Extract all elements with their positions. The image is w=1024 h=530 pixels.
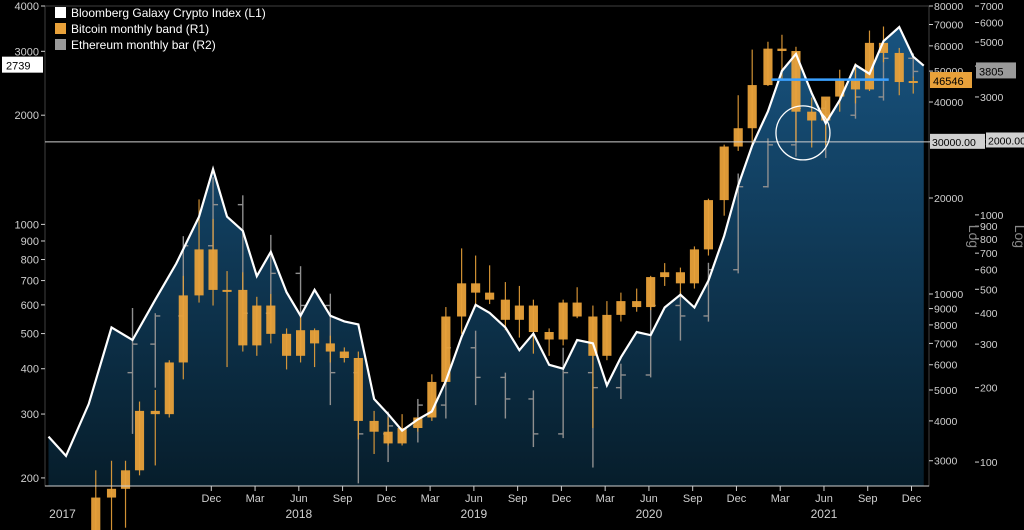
chart-svg: 200 300 400 500 600 700 800 900 1000 2000 3000 4000… <box>0 0 1024 530</box>
y-left-tick: 400 <box>21 364 39 376</box>
y-right-tick: 7000 <box>934 338 958 350</box>
y-right-tick: 300 <box>980 339 998 351</box>
y-right-tick: 6000 <box>934 360 958 372</box>
x-minor-label: Sep <box>333 493 353 505</box>
y-right-tick: 40000 <box>934 97 963 109</box>
x-minor-label: Jun <box>640 493 658 505</box>
x-minor-label: Mar <box>246 493 265 505</box>
hline-r1-label: 30000.00 <box>932 137 976 149</box>
legend-label: Bitcoin monthly band (R1) <box>71 22 209 36</box>
y-right-tick: 1000 <box>980 210 1004 222</box>
hline-r2-label: 2000.00 <box>988 135 1024 147</box>
x-major-label: 2017 <box>49 507 76 521</box>
crypto-chart: 200 300 400 500 600 700 800 900 1000 2000 3000 4000… <box>0 0 1024 530</box>
y-left-tick: 500 <box>21 329 39 341</box>
x-minor-label: Jun <box>465 493 483 505</box>
y-right-tick: 200 <box>980 383 998 395</box>
y-right-tick: 400 <box>980 308 998 320</box>
x-major-label: 2020 <box>636 507 663 521</box>
x-major-label: 2019 <box>461 507 488 521</box>
y-right-tick: 5000 <box>934 385 958 397</box>
x-minor-label: Dec <box>377 493 397 505</box>
y-left-tick: 900 <box>21 236 39 248</box>
legend-label: Ethereum monthly bar (R2) <box>71 38 216 52</box>
y-right-tick: 500 <box>980 284 998 296</box>
y-right-tick: 80000 <box>934 1 963 13</box>
x-minor-label: Mar <box>771 493 790 505</box>
x-minor-label: Dec <box>902 493 922 505</box>
x-minor-label: Dec <box>202 493 222 505</box>
y-right-tick: 10000 <box>934 289 963 301</box>
y-left-tick: 800 <box>21 255 39 267</box>
x-minor-label: Jun <box>290 493 308 505</box>
y-left-tick: 4000 <box>15 1 39 13</box>
y-right-tick: 6000 <box>980 18 1004 30</box>
y-left-tick: 700 <box>21 276 39 288</box>
r2-callout-label: 3805 <box>979 66 1003 78</box>
x-major-label: 2018 <box>285 507 312 521</box>
legend-label: Bloomberg Galaxy Crypto Index (L1) <box>71 6 266 20</box>
y-right-tick: 20000 <box>934 193 963 205</box>
y-right-tick: 70000 <box>934 19 963 31</box>
x-minor-label: Sep <box>508 493 528 505</box>
y-right-tick: 9000 <box>934 304 958 316</box>
y-left-tick: 600 <box>21 300 39 312</box>
x-major-label: 2021 <box>811 507 838 521</box>
y-left-tick: 2000 <box>15 110 39 122</box>
y-right-tick: 4000 <box>934 416 958 428</box>
x-minor-label: Mar <box>596 493 615 505</box>
y-left-tick: 200 <box>21 473 39 485</box>
x-minor-label: Dec <box>727 493 747 505</box>
y-right-tick: 3000 <box>980 92 1004 104</box>
y-right-tick: 600 <box>980 265 998 277</box>
y-left-tick: 1000 <box>15 219 39 231</box>
log-label: Log <box>1012 225 1024 248</box>
y-right-tick: 5000 <box>980 37 1004 49</box>
x-minor-label: Mar <box>421 493 440 505</box>
x-minor-label: Sep <box>683 493 703 505</box>
x-minor-label: Dec <box>552 493 572 505</box>
y-right-tick: 60000 <box>934 41 963 53</box>
left-callout-label: 2739 <box>6 61 30 73</box>
x-minor-label: Sep <box>858 493 878 505</box>
x-minor-label: Jun <box>815 493 833 505</box>
y-right-tick: 100 <box>980 457 998 469</box>
y-right-tick: 8000 <box>934 320 958 332</box>
y-right-tick: 3000 <box>934 456 958 468</box>
y-left-tick: 300 <box>21 409 39 421</box>
y-right-tick: 7000 <box>980 1 1004 13</box>
y-right-tick: 700 <box>980 248 998 260</box>
r1-callout-label: 46546 <box>933 76 964 88</box>
log-label: Log <box>966 225 982 248</box>
y-left-tick: 3000 <box>15 46 39 58</box>
